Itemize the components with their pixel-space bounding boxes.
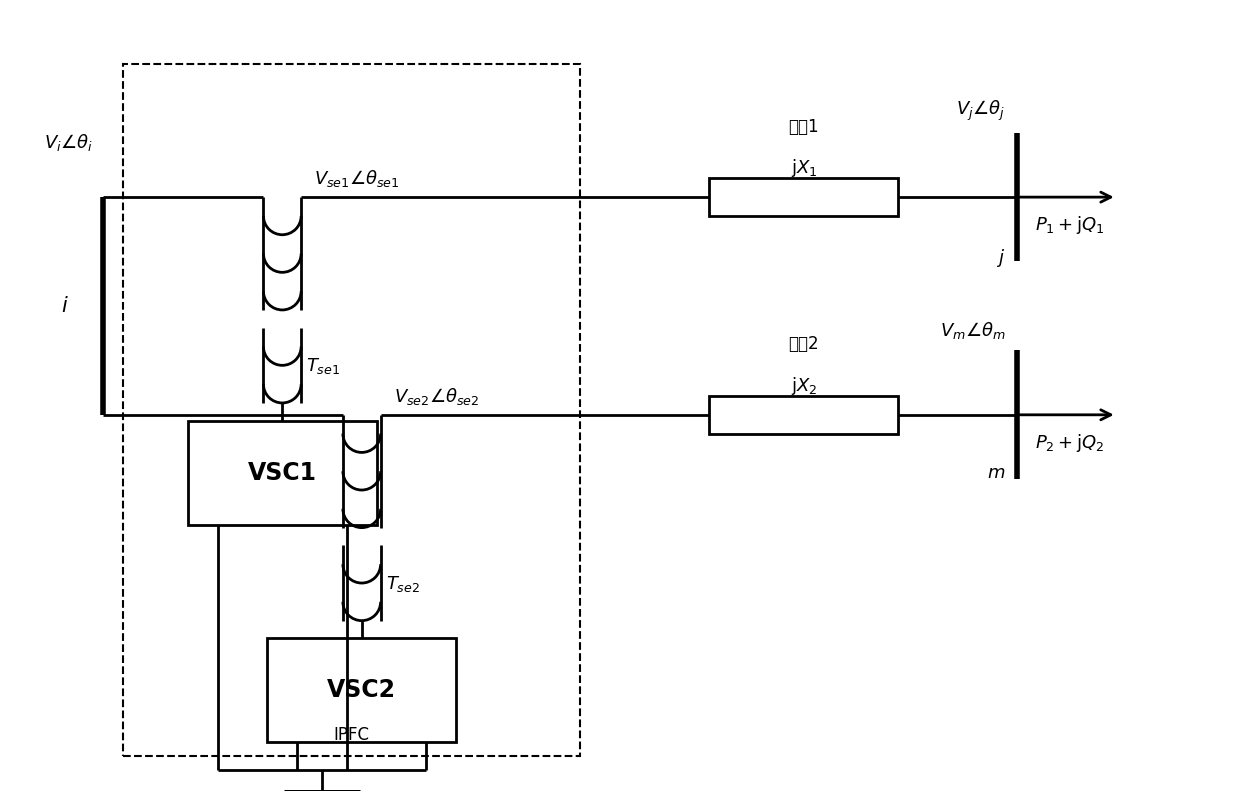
Bar [188,421,377,525]
Text: $P_2+\mathrm{j}Q_2$: $P_2+\mathrm{j}Q_2$ [1035,432,1105,453]
Text: $i$: $i$ [61,296,68,316]
Text: $P_1+\mathrm{j}Q_1$: $P_1+\mathrm{j}Q_1$ [1035,214,1105,236]
Bar [709,396,898,433]
Text: IPFC: IPFC [334,727,370,744]
Text: $V_j\angle\theta_j$: $V_j\angle\theta_j$ [956,99,1006,123]
Text: $T_{se2}$: $T_{se2}$ [386,574,419,594]
Text: VSC2: VSC2 [327,678,397,703]
Text: $V_i\angle\theta_i$: $V_i\angle\theta_i$ [43,132,93,153]
Text: $\mathrm{j}X_1$: $\mathrm{j}X_1$ [791,157,817,180]
Text: $m$: $m$ [987,464,1006,483]
Bar [709,178,898,216]
Bar [123,64,580,756]
Text: $\mathrm{j}X_2$: $\mathrm{j}X_2$ [791,375,817,397]
Text: $T_{se1}$: $T_{se1}$ [306,356,340,376]
Text: $V_{se1}\angle\theta_{se1}$: $V_{se1}\angle\theta_{se1}$ [314,169,399,189]
Text: $V_{se2}\angle\theta_{se2}$: $V_{se2}\angle\theta_{se2}$ [393,386,479,407]
Text: 线路1: 线路1 [789,118,820,136]
Bar [268,638,456,743]
Text: 线路2: 线路2 [789,335,820,354]
Text: $j$: $j$ [997,246,1006,269]
Text: VSC1: VSC1 [248,461,316,485]
Text: $V_m\angle\theta_m$: $V_m\angle\theta_m$ [940,320,1006,340]
